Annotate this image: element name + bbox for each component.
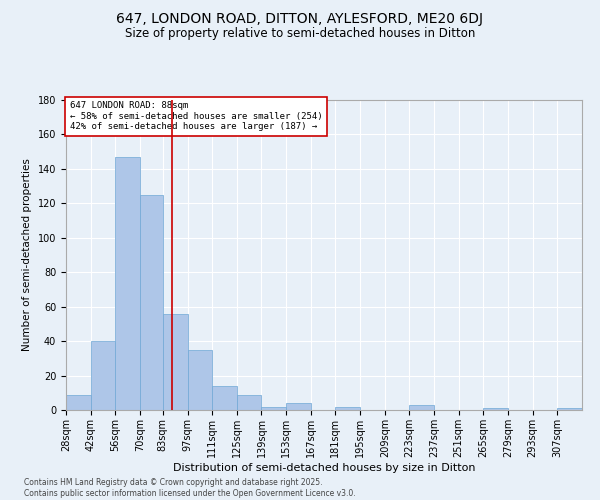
Bar <box>335 406 360 410</box>
Bar <box>212 386 237 410</box>
Y-axis label: Number of semi-detached properties: Number of semi-detached properties <box>22 158 32 352</box>
Bar <box>237 394 262 410</box>
Bar <box>66 394 91 410</box>
Bar <box>163 314 188 410</box>
Bar <box>188 350 212 410</box>
Bar <box>140 194 163 410</box>
Bar <box>484 408 508 410</box>
Text: Size of property relative to semi-detached houses in Ditton: Size of property relative to semi-detach… <box>125 28 475 40</box>
Bar <box>115 157 140 410</box>
Bar <box>286 403 311 410</box>
Bar <box>409 405 434 410</box>
Text: Contains HM Land Registry data © Crown copyright and database right 2025.
Contai: Contains HM Land Registry data © Crown c… <box>24 478 356 498</box>
X-axis label: Distribution of semi-detached houses by size in Ditton: Distribution of semi-detached houses by … <box>173 462 475 472</box>
Text: 647, LONDON ROAD, DITTON, AYLESFORD, ME20 6DJ: 647, LONDON ROAD, DITTON, AYLESFORD, ME2… <box>116 12 484 26</box>
Bar <box>262 406 286 410</box>
Bar <box>557 408 582 410</box>
Bar <box>91 341 115 410</box>
Text: 647 LONDON ROAD: 88sqm
← 58% of semi-detached houses are smaller (254)
42% of se: 647 LONDON ROAD: 88sqm ← 58% of semi-det… <box>70 102 322 132</box>
